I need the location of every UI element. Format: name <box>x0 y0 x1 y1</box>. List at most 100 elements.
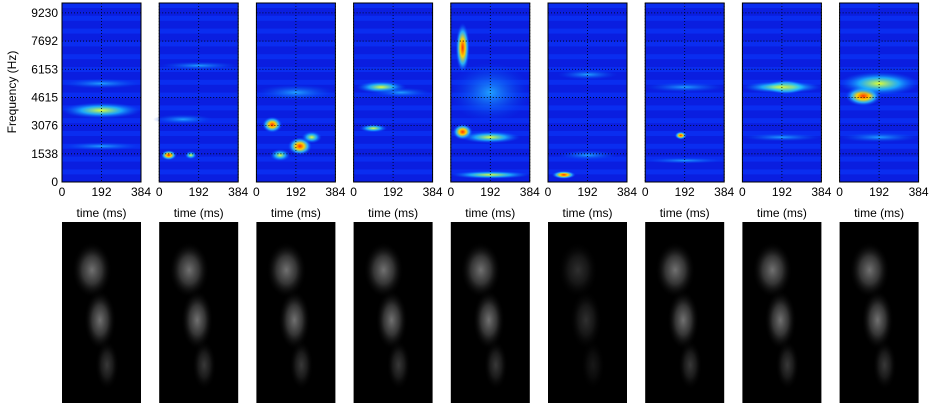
y-tick-label: 0 <box>51 175 58 189</box>
mri-image <box>159 222 239 403</box>
axes-frame <box>644 2 725 183</box>
spectrogram-band <box>256 41 336 47</box>
spectral-energy <box>255 84 336 101</box>
spectral-energy <box>839 71 920 96</box>
spectral-energy <box>61 78 142 89</box>
spectral-energy <box>551 170 576 179</box>
mri-image <box>839 222 919 403</box>
x-axis-label: time (ms) <box>757 206 807 220</box>
mri-head <box>72 242 112 298</box>
mri-neck <box>95 340 119 390</box>
spectrogram-panel <box>255 2 336 183</box>
spectral-energy <box>359 124 388 133</box>
spectrogram-band <box>450 143 530 149</box>
mri-tract <box>764 290 797 350</box>
mri-head <box>460 242 501 298</box>
spectrogram-panel <box>353 2 434 183</box>
spectrogram-band <box>645 105 725 111</box>
mri-tract <box>181 290 214 350</box>
x-axis-label: time (ms) <box>368 206 418 220</box>
spectral-energy <box>839 132 920 143</box>
spectrogram-band <box>548 105 627 111</box>
spectrogram-band <box>62 131 141 136</box>
mri-image <box>256 222 336 403</box>
spectral-energy <box>184 151 197 160</box>
x-tick-label: 384 <box>325 185 345 199</box>
spectrogram-band <box>450 3 530 8</box>
x-axis-label: time (ms) <box>660 206 710 220</box>
mri-tract <box>570 290 602 350</box>
spectrogram-panel <box>450 2 531 183</box>
spectrogram-panel <box>152 2 239 183</box>
mri-image <box>450 222 530 403</box>
spectrogram-band <box>548 143 627 149</box>
mri-head <box>849 242 890 298</box>
axes-frame <box>547 2 628 183</box>
spectrogram-panel <box>644 2 725 183</box>
spectrogram-band <box>839 143 919 149</box>
spectrogram-band <box>256 3 336 8</box>
spectrogram-band <box>159 28 239 34</box>
x-tick-label: 0 <box>642 185 649 199</box>
x-tick-label: 384 <box>131 185 151 199</box>
spectral-energy <box>301 131 322 144</box>
spectrogram-band <box>548 79 627 85</box>
mri-neck <box>872 340 897 390</box>
spectrogram-band <box>62 28 141 34</box>
mri-neck <box>775 340 800 390</box>
spectrogram-band <box>645 28 725 34</box>
mri-head <box>655 242 696 298</box>
axes-frame <box>61 2 142 183</box>
mri-head <box>169 242 210 298</box>
mri-image <box>742 222 822 403</box>
axes-frame <box>255 2 336 183</box>
spectrogram-band <box>839 54 919 60</box>
x-tick-label: 384 <box>909 185 929 199</box>
spectral-energy <box>61 142 142 151</box>
spectral-energy <box>455 22 470 73</box>
spectrogram-band <box>353 143 433 149</box>
spectrogram-panel <box>61 2 142 183</box>
x-axis-label: time (ms) <box>854 206 904 220</box>
mri-neck <box>581 340 605 390</box>
mri-tract <box>667 290 700 350</box>
spectrogram-band <box>645 3 725 8</box>
x-tick-label: 0 <box>59 185 66 199</box>
spectral-energy <box>270 149 291 162</box>
mri-neck <box>289 340 314 390</box>
y-tick-label: 3076 <box>31 119 58 133</box>
spectrogram-band <box>839 3 919 8</box>
mri-image <box>62 222 141 403</box>
mri-neck <box>386 340 411 390</box>
x-tick-label: 192 <box>189 185 209 199</box>
spectrogram-panel <box>547 2 628 183</box>
x-tick-label: 192 <box>286 185 306 199</box>
spectrogram-band <box>159 131 239 136</box>
spectral-energy <box>152 114 213 125</box>
spectrogram-band <box>548 3 627 8</box>
spectrogram-band <box>353 131 433 136</box>
spectral-energy <box>160 150 177 161</box>
x-tick-label: 192 <box>480 185 500 199</box>
mri-head <box>266 242 307 298</box>
x-tick-label: 192 <box>772 185 792 199</box>
spectral-energy <box>557 150 618 161</box>
x-tick-label: 384 <box>714 185 734 199</box>
spectrogram-band <box>159 41 239 47</box>
x-axis-label: time (ms) <box>271 206 321 220</box>
spectrogram-band <box>353 54 433 60</box>
spectrogram-band <box>62 92 141 98</box>
x-tick-label: 384 <box>811 185 831 199</box>
x-tick-label: 0 <box>253 185 260 199</box>
mri-image <box>548 222 627 403</box>
y-tick-label: 1538 <box>31 147 58 161</box>
x-tick-label: 192 <box>675 185 695 199</box>
y-axis-label: Frequency (Hz) <box>5 51 19 134</box>
spectrogram-panel <box>741 2 822 183</box>
spectrogram-band <box>742 41 822 47</box>
x-tick-label: 384 <box>617 185 637 199</box>
spectrogram-band <box>62 3 141 8</box>
spectrogram-band <box>839 28 919 34</box>
spectral-energy <box>262 116 283 133</box>
